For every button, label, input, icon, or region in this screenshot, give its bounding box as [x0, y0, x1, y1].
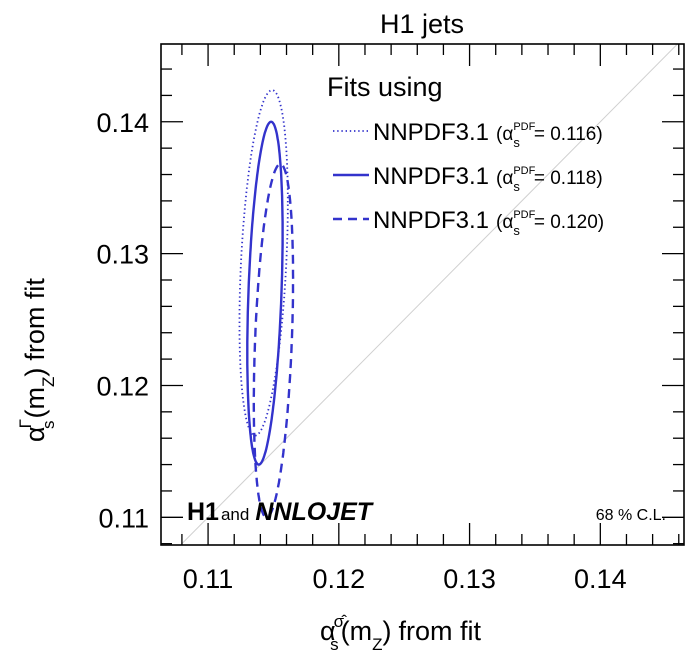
x-label-rest: from fit: [398, 616, 481, 646]
y-tick-label: 0.14: [96, 108, 149, 138]
logo-nnlojet: NNLOJET: [255, 498, 374, 526]
legend-label: NNPDF3.1 (αPDF s = 0.118): [373, 163, 603, 194]
legend-label: NNPDF3.1 (αPDF s = 0.116): [373, 119, 603, 150]
x-tick-label: 0.11: [183, 564, 234, 594]
x-label-arg-sub: Z: [372, 635, 382, 654]
y-tick-label: 0.13: [96, 240, 149, 270]
logo-and: and: [221, 505, 249, 524]
h1-nnlojet-logo: H1 and NNLOJET: [187, 498, 375, 526]
chart-title: H1 jets: [380, 9, 464, 39]
plot-frame: [160, 43, 685, 546]
x-label-sup: σ̂: [334, 612, 347, 631]
y-label-symbol: α: [20, 426, 50, 442]
x-label-arg: (m: [341, 616, 372, 646]
y-tick-label: 0.12: [96, 371, 149, 401]
ellipse-solid: [246, 120, 284, 466]
axis-ticks: [161, 44, 684, 545]
legend-header: Fits using: [327, 72, 443, 102]
legend-label: NNPDF3.1 (αPDF s = 0.120): [373, 207, 604, 238]
x-axis-label: ασ̂ s(mZ) from fit: [320, 612, 481, 654]
x-label-arg-close: ): [382, 616, 391, 646]
diagonal-line: [180, 44, 678, 545]
y-tick-label: 0.11: [98, 503, 149, 533]
y-axis-label: αΓ s (mZ) from fit: [16, 278, 58, 442]
logo-h1: H1: [187, 498, 219, 526]
y-label-rest: from fit: [20, 278, 50, 361]
ellipse-group: [238, 89, 295, 519]
x-tick-label: 0.14: [574, 564, 627, 594]
x-tick-label: 0.13: [443, 564, 496, 594]
x-label-symbol: α: [320, 616, 336, 646]
legend: Fits using NNPDF3.1 (αPDF s = 0.116) NNPDF3.…: [327, 72, 604, 238]
y-label-arg-close: ): [20, 368, 50, 377]
x-tick-label: 0.12: [313, 564, 366, 594]
y-label-arg: (m: [20, 387, 50, 418]
y-label-sup: Γ: [16, 419, 35, 428]
ellipse-dashed: [252, 162, 295, 519]
confidence-level-note: 68 % C.L.: [596, 507, 666, 524]
tick-labels: 0.11 0.12 0.13 0.14 0.11 0.12 0.13 0.14: [96, 108, 626, 594]
x-label-sub: s: [330, 635, 339, 654]
y-label-arg-sub: Z: [39, 377, 58, 387]
y-label-sub: s: [39, 421, 58, 430]
